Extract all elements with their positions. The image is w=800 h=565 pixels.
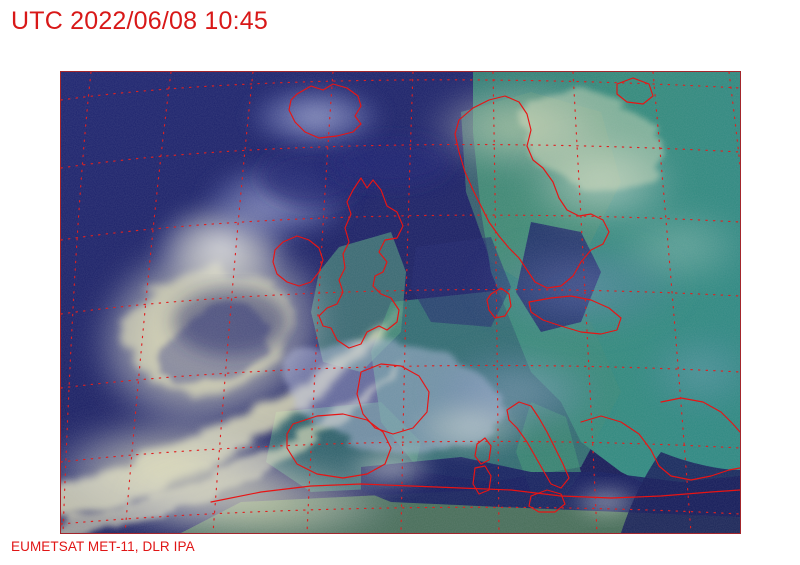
coastline-scandinavia — [454, 95, 610, 289]
coastline-black-sea — [660, 397, 740, 433]
coastline-sardinia — [472, 465, 492, 495]
coastline-sicily — [528, 489, 566, 513]
meridian — [652, 72, 692, 533]
meridian — [572, 72, 598, 533]
coastline-north-africa — [210, 483, 740, 503]
coastline-denmark — [486, 287, 512, 319]
border-france — [356, 363, 430, 435]
coastline-balkans — [580, 415, 740, 481]
coastline-iberia — [286, 413, 392, 479]
coastline-corsica — [474, 437, 492, 465]
coastline-ireland — [272, 235, 324, 287]
image-source-caption: EUMETSAT MET-11, DLR IPA — [11, 539, 195, 554]
meridian — [306, 72, 334, 533]
parallel — [61, 143, 740, 169]
parallel — [61, 506, 740, 525]
meridian — [124, 72, 172, 533]
parallel — [61, 214, 740, 241]
coastline-italy — [506, 401, 570, 489]
satellite-imagery-layer — [61, 72, 740, 533]
parallel — [61, 364, 740, 389]
meridian — [62, 72, 92, 533]
coastline-far-north — [616, 77, 654, 105]
meridian — [212, 72, 254, 533]
satellite-image-canvas — [61, 72, 740, 533]
parallel — [61, 79, 740, 101]
parallel — [61, 440, 740, 463]
coastline-great-britain — [318, 177, 404, 349]
satellite-image-frame — [60, 71, 741, 534]
parallel — [61, 288, 740, 315]
meridian — [400, 72, 414, 533]
page-title: UTC 2022/06/08 10:45 — [11, 7, 268, 35]
coastline-overlay — [210, 77, 740, 513]
graticule-overlay — [61, 72, 740, 533]
meridian — [492, 72, 500, 533]
meridian — [728, 72, 740, 170]
sensor-noise — [61, 72, 740, 533]
coastline-iceland — [288, 83, 362, 139]
coastline-baltic — [528, 295, 622, 335]
